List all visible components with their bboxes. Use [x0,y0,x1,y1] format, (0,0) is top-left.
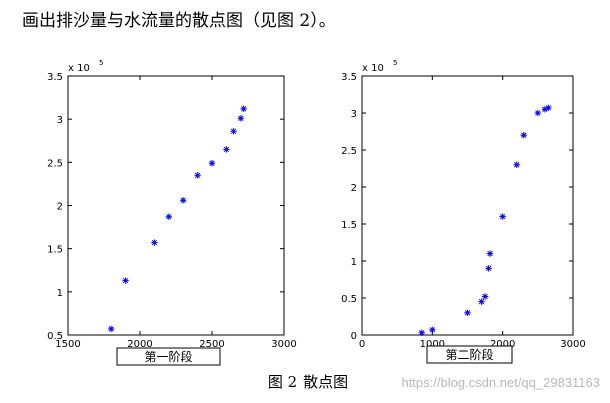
y-tick-label: 2 [351,183,357,194]
data-point [481,293,489,300]
x-tick-label: 2500 [199,339,224,350]
marker-stroke [514,162,520,168]
marker-stroke [485,265,492,272]
chart-panel-2: 0 1000 2000 3000 0 0.5 1 1.5 2 2.5 3 3.5 x 10 5 第二阶段 [341,59,586,364]
watermark: https://blog.csdn.net/qq_29831163 [401,375,600,390]
data-point [151,239,158,246]
x-tick-label: 2000 [490,339,515,350]
x-tick-label: 1500 [55,339,80,350]
panel-label-box [116,347,221,366]
marker-stroke [108,326,114,332]
data-point [194,172,201,179]
marker-stroke [464,310,471,316]
marker-stroke [151,239,158,246]
data-point [418,329,425,336]
x-tick-label: 0 [359,339,365,350]
y-tick-label: 1 [57,288,63,299]
marker-stroke [194,172,201,178]
plot-frame [361,75,574,336]
marker-stroke [241,106,247,112]
data-point [478,298,485,305]
axis-multiplier-exponent: 5 [99,59,103,67]
y-tick-label: 2.5 [341,146,357,157]
figure-title: 散点图 [303,373,349,391]
data-point [534,109,542,117]
figure-caption: 图 2 散点图 [0,371,610,392]
y-tick-label: 0 [351,331,357,342]
marker-stroke [487,250,493,257]
axis-multiplier-exponent: 5 [393,59,397,67]
plot-frame [67,75,285,336]
marker-stroke [230,128,237,134]
marker-stroke [122,277,129,284]
y-tick-label: 2 [57,202,63,213]
y-tick-label: 0.5 [341,294,357,305]
marker-stroke [238,115,244,121]
marker-stroke [500,213,506,220]
y-tick-label: 3 [57,115,63,126]
marker-stroke [209,160,215,166]
y-tick-label: 1.5 [47,245,63,256]
data-point [208,159,216,167]
data-point [165,213,173,220]
data-point [107,325,115,333]
data-point [499,213,506,220]
panel-label: 第二阶段 [445,347,493,362]
y-tick-label: 1.5 [341,220,357,231]
data-point [545,104,552,112]
marker-stroke [478,299,485,305]
y-tick-label: 3 [351,109,357,120]
data-point [520,131,527,139]
data-point [230,128,237,135]
data-point [122,277,129,284]
figure-number: 图 2 [267,373,298,391]
x-tick-label: 2000 [127,339,152,350]
marker-stroke [429,327,435,333]
marker-stroke [166,214,172,220]
y-tick-label: 0.5 [47,331,63,342]
marker-stroke [482,293,488,300]
x-tick-label: 3000 [271,339,296,350]
marker-stroke [545,105,552,111]
data-point [179,197,187,204]
marker-stroke [419,330,425,336]
intro-text: 画出排沙量与水流量的散点图（见图 2）。 [22,11,336,31]
y-tick-label: 1 [351,257,357,268]
y-tick-label: 3.5 [47,72,63,83]
data-point [429,326,436,334]
panel-label: 第一阶段 [144,349,192,364]
panel-label-box [426,345,513,364]
marker-stroke [521,132,527,138]
chart-panel-1: 1500 2000 2500 3000 0.5 1 1.5 2 2.5 3 3.5 x 10 5 第一阶段 [47,59,297,366]
y-tick-label: 2.5 [47,158,63,169]
marker-stroke [223,146,230,153]
data-point [485,265,492,272]
y-tick-label: 3.5 [341,72,357,83]
axis-multiplier-label: x 10 [362,63,384,74]
marker-stroke [180,197,186,203]
data-point [240,105,247,113]
data-point [486,250,494,257]
data-point [513,161,520,169]
x-tick-label: 3000 [560,339,585,350]
data-point [223,146,230,153]
x-tick-label: 1000 [420,339,445,350]
axis-multiplier-label: x 10 [68,63,90,74]
data-point [237,115,245,122]
data-point [464,309,471,316]
marker-stroke [535,110,541,116]
